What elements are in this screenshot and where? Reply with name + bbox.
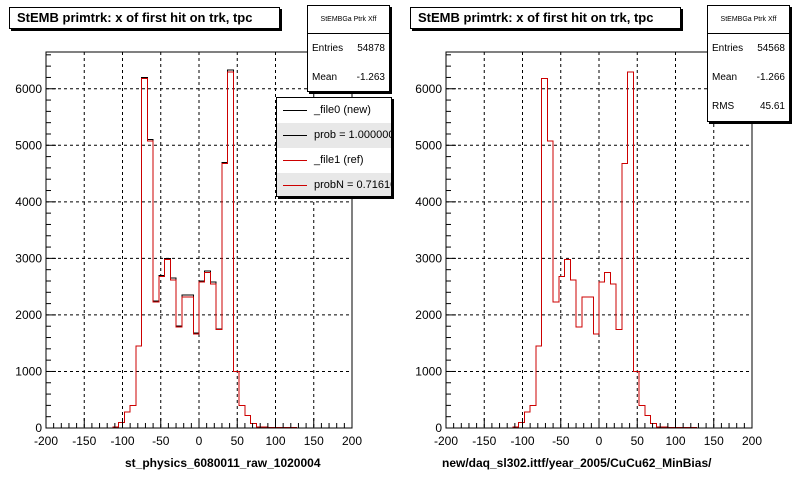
right-stats-entries-row: Entries 54568 [708, 34, 789, 63]
legend-entry-prob: prob = 1.000000 [277, 123, 391, 148]
y-tick-label: 5000 [15, 138, 42, 152]
x-tick-label: 200 [342, 434, 362, 448]
y-tick-label: 0 [435, 421, 442, 435]
x-tick-label: 200 [742, 434, 762, 448]
left-legend: _file0 (new) prob = 1.000000 _file1 (ref… [276, 97, 392, 197]
right-stats-rms-row: RMS 45.61 [708, 92, 789, 121]
x-tick-label: 50 [231, 434, 245, 448]
x-tick-label: -200 [434, 434, 458, 448]
x-tick-label: -50 [152, 434, 170, 448]
right-stats-name: StEMBGa Ptrk Xff [708, 6, 789, 34]
stats-label: Entries [312, 43, 344, 54]
right-histogram-title: StEMB primtrk: x of first hit on trk, tp… [410, 7, 681, 29]
legend-label: prob = 1.000000 [314, 129, 392, 141]
legend-line-red [283, 185, 307, 186]
stats-label: RMS [712, 101, 735, 112]
stats-label: Mean [312, 72, 338, 83]
x-tick-label: 0 [196, 434, 203, 448]
x-tick-label: -200 [34, 434, 58, 448]
stats-label: Mean [712, 72, 738, 83]
x-tick-label: -100 [110, 434, 134, 448]
stats-value: 54878 [357, 43, 385, 54]
left-stats-mean-row: Mean -1.263 [308, 63, 389, 92]
right-stats-mean-row: Mean -1.266 [708, 63, 789, 92]
x-tick-label: 100 [265, 434, 285, 448]
y-tick-label: 2000 [415, 308, 442, 322]
left-stats-name: StEMBGa Ptrk Xff [308, 6, 389, 34]
legend-label: _file0 (new) [314, 104, 371, 116]
left-x-axis-label: st_physics_6080011_raw_1020004 [125, 456, 321, 470]
y-tick-label: 4000 [15, 195, 42, 209]
histogram-panel-right: -200 -150 -100 -50 0 50 100 150 2000100020003000… [415, 51, 762, 448]
legend-label: _file1 (ref) [314, 154, 364, 166]
y-tick-label: 6000 [415, 82, 442, 96]
stats-label: Entries [712, 43, 744, 54]
legend-line-red [283, 160, 307, 161]
y-tick-label: 1000 [415, 364, 442, 378]
x-tick-label: 0 [596, 434, 603, 448]
stats-value: 54568 [757, 43, 785, 54]
stats-value: -1.266 [756, 72, 785, 83]
y-tick-label: 0 [35, 421, 42, 435]
y-tick-label: 1000 [15, 364, 42, 378]
left-stats-box: StEMBGa Ptrk Xff Entries 54878 Mean -1.2… [307, 5, 390, 92]
y-tick-label: 6000 [15, 82, 42, 96]
legend-entry-file0: _file0 (new) [277, 98, 391, 123]
legend-line-black [283, 135, 307, 136]
right-x-axis-label: new/daq_sl302.ittf/year_2005/CuCu62_MinB… [442, 456, 712, 470]
x-tick-label: -150 [72, 434, 96, 448]
x-tick-label: 100 [665, 434, 685, 448]
legend-label: probN = 0.716100 [314, 179, 391, 191]
x-tick-label: 150 [704, 434, 724, 448]
stats-value: 45.61 [759, 101, 785, 112]
stats-value: -1.263 [356, 72, 385, 83]
legend-entry-probn: probN = 0.716100 [277, 173, 391, 196]
legend-entry-file1: _file1 (ref) [277, 148, 391, 173]
left-histogram-title: StEMB primtrk: x of first hit on trk, tp… [9, 7, 280, 29]
x-tick-label: -150 [472, 434, 496, 448]
y-tick-label: 2000 [15, 308, 42, 322]
y-tick-label: 3000 [415, 251, 442, 265]
x-tick-label: 150 [304, 434, 324, 448]
legend-line-black [283, 110, 307, 111]
y-tick-label: 4000 [415, 195, 442, 209]
right-stats-box: StEMBGa Ptrk Xff Entries 54568 Mean -1.2… [707, 5, 790, 122]
x-tick-label: -100 [510, 434, 534, 448]
left-stats-entries-row: Entries 54878 [308, 34, 389, 63]
histogram-panel-left: -200 -150 -100 -50 0 50 100 150 2000100020003000… [15, 51, 362, 448]
y-tick-label: 5000 [415, 138, 442, 152]
x-tick-label: 50 [631, 434, 645, 448]
x-tick-label: -50 [552, 434, 570, 448]
y-tick-label: 3000 [15, 251, 42, 265]
